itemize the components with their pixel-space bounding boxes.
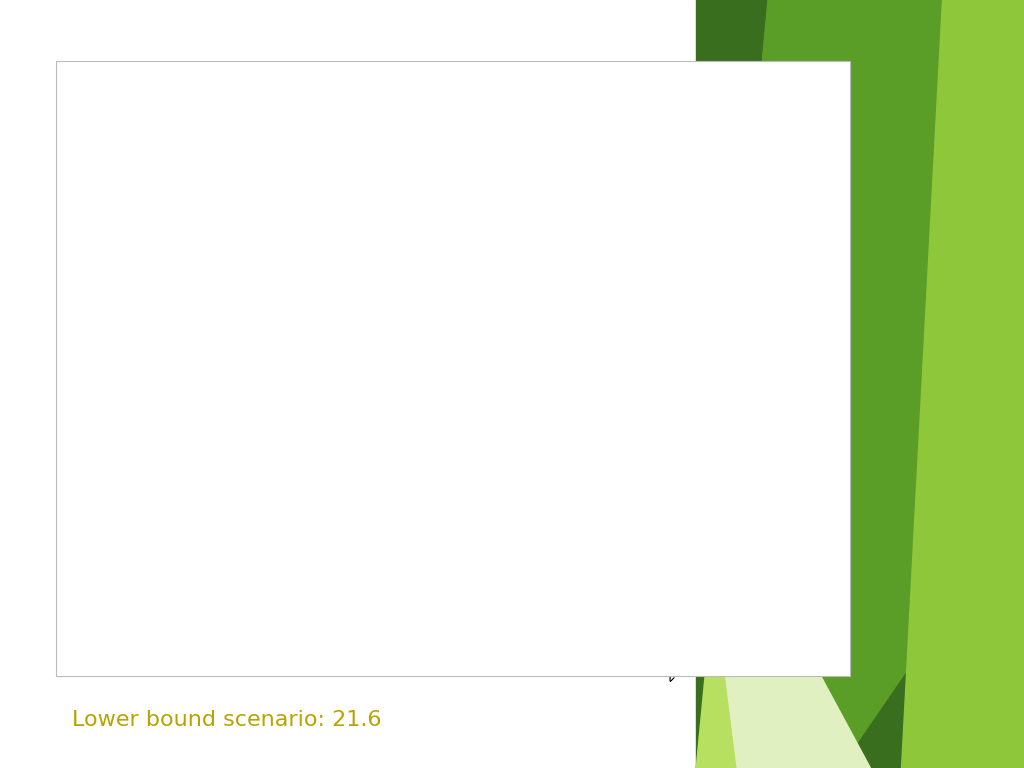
Bar (681, 406, 724, 634)
Bar (291, 333, 334, 634)
Text: 51.9: 51.9 (141, 197, 172, 211)
Text: 40.5: 40.5 (765, 397, 796, 411)
Text: Lower bound scenario: 21.6: Lower bound scenario: 21.6 (72, 710, 381, 730)
Bar (603, 398, 646, 634)
Bar (447, 387, 489, 634)
Bar (369, 446, 412, 634)
Text: 47.2: 47.2 (219, 280, 250, 293)
Text: 38.7: 38.7 (375, 429, 406, 442)
Text: 20: 20 (748, 714, 767, 730)
Text: 41.5: 41.5 (609, 379, 640, 393)
Bar (759, 415, 802, 634)
Bar (525, 392, 568, 634)
Text: 45.2: 45.2 (297, 315, 328, 329)
Text: 42.1: 42.1 (453, 369, 484, 382)
Text: 41.0: 41.0 (687, 388, 718, 402)
Text: 41.8: 41.8 (531, 374, 562, 388)
Bar (213, 298, 256, 634)
Bar (135, 216, 178, 634)
Title: Biodiesel Carbon Intensity: Biodiesel Carbon Intensity (295, 88, 642, 113)
Y-axis label: Weighted Average: Weighted Average (68, 310, 82, 450)
